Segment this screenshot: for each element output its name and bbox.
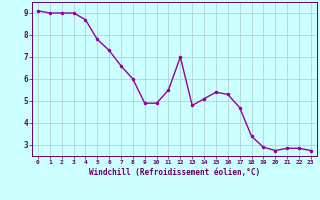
X-axis label: Windchill (Refroidissement éolien,°C): Windchill (Refroidissement éolien,°C) [89, 168, 260, 177]
